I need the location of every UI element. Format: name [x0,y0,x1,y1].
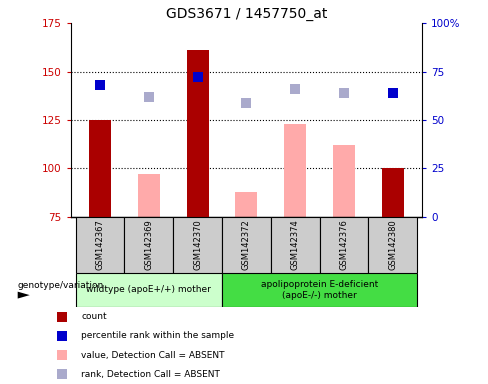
Point [194,74,202,80]
Text: GSM142376: GSM142376 [340,219,348,270]
Point [58,371,65,377]
Text: value, Detection Call = ABSENT: value, Detection Call = ABSENT [81,351,224,360]
Bar [368,217,417,273]
Text: GSM142374: GSM142374 [291,219,300,270]
Bar [187,50,209,217]
Text: count: count [81,312,107,321]
Bar [271,217,320,273]
Bar [284,124,306,217]
Text: GSM142372: GSM142372 [242,219,251,270]
Point [96,82,104,88]
Bar [138,174,160,217]
Text: GSM142380: GSM142380 [388,219,397,270]
Bar [76,217,124,273]
Bar [236,192,258,217]
Text: GSM142370: GSM142370 [193,219,202,270]
Text: percentile rank within the sample: percentile rank within the sample [81,331,234,341]
Bar [89,120,111,217]
Text: GSM142369: GSM142369 [144,219,153,270]
Text: GSM142367: GSM142367 [96,219,104,270]
Point [340,90,348,96]
Text: rank, Detection Call = ABSENT: rank, Detection Call = ABSENT [81,370,220,379]
Bar [320,217,368,273]
Bar [222,217,271,273]
Text: genotype/variation: genotype/variation [18,281,104,290]
Point [291,86,299,92]
Point [243,99,250,106]
Polygon shape [18,292,30,299]
Bar [173,217,222,273]
Title: GDS3671 / 1457750_at: GDS3671 / 1457750_at [166,7,327,21]
Bar [76,273,222,307]
Point [58,314,65,320]
Bar [222,273,417,307]
Text: wildtype (apoE+/+) mother: wildtype (apoE+/+) mother [86,285,211,295]
Bar [124,217,173,273]
Point [145,94,153,100]
Bar [187,71,209,217]
Point [58,352,65,358]
Bar [333,145,355,217]
Point [58,333,65,339]
Bar [382,169,404,217]
Text: apolipoprotein E-deficient
(apoE-/-) mother: apolipoprotein E-deficient (apoE-/-) mot… [261,280,378,300]
Point [389,90,397,96]
